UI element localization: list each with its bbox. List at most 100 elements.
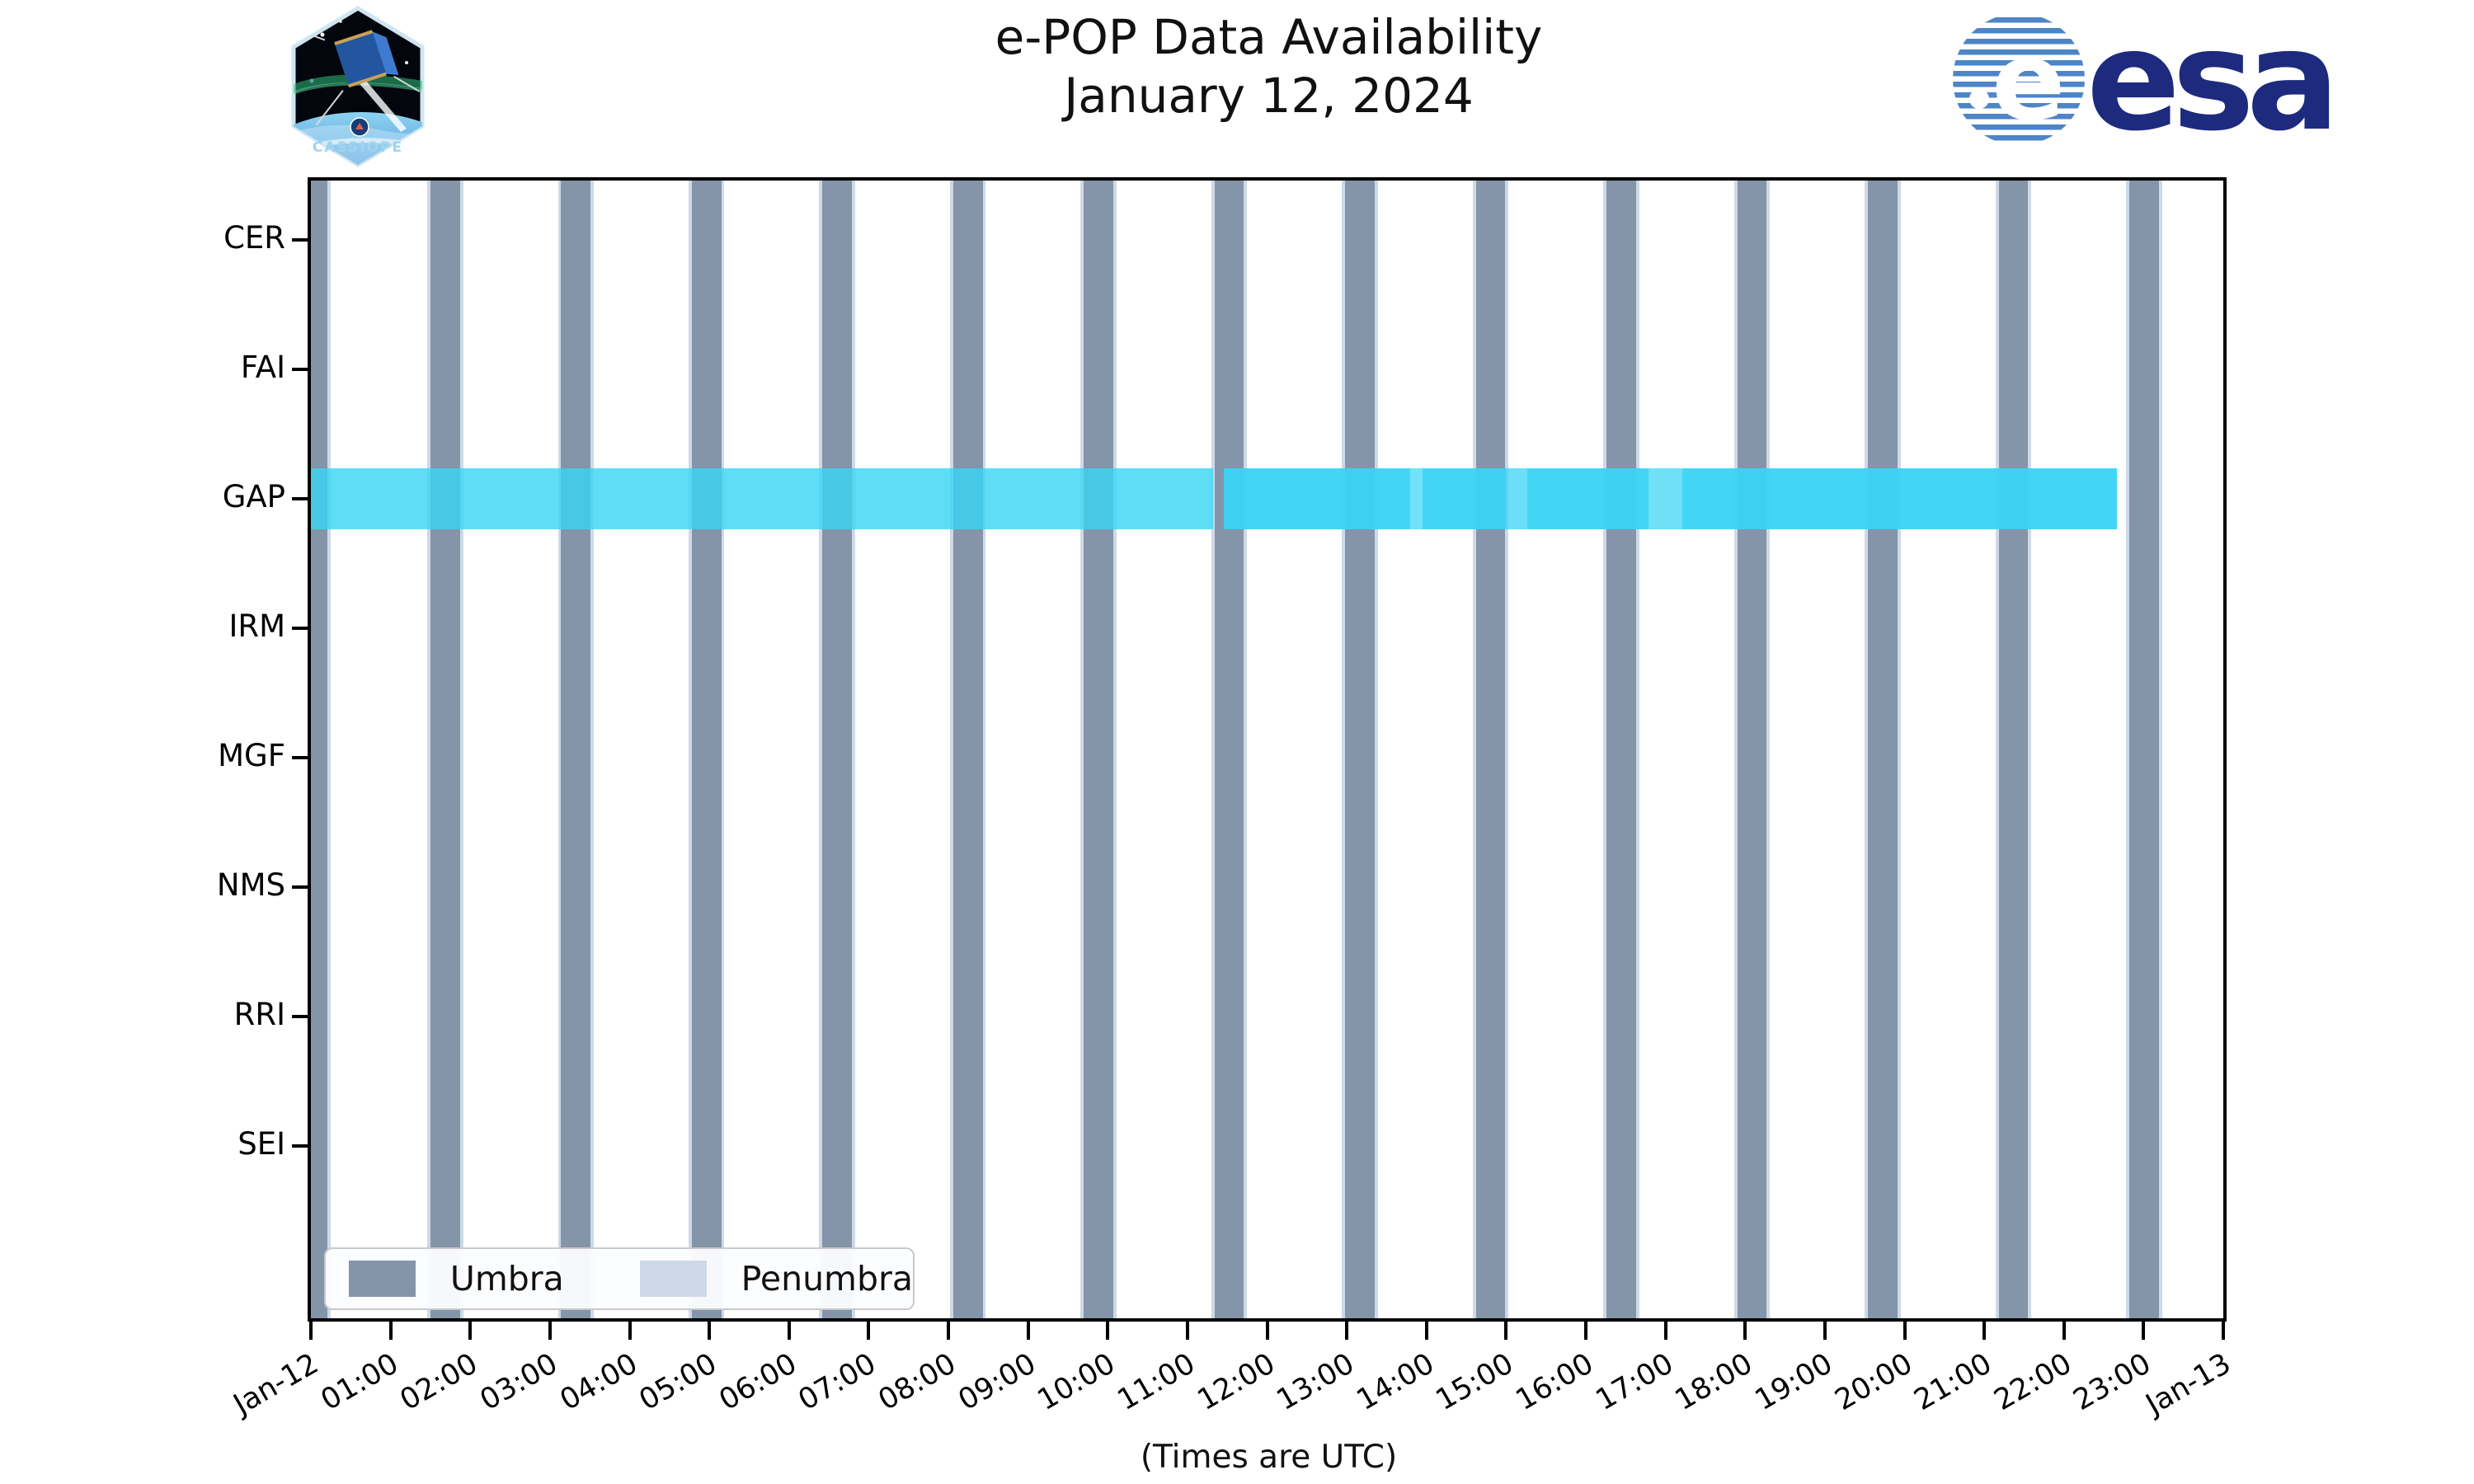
y-tick <box>292 1144 308 1148</box>
penumbra-strip <box>949 181 953 1318</box>
x-tick <box>1663 1322 1667 1340</box>
penumbra-strip <box>1113 181 1117 1318</box>
gap-availability-segment <box>1422 468 1507 529</box>
x-tick <box>1982 1322 1987 1340</box>
plot-area: Umbra Penumbra <box>308 177 2227 1322</box>
x-tick <box>2062 1322 2066 1340</box>
penumbra-strip <box>1766 181 1771 1318</box>
legend-umbra-label: Umbra <box>449 1259 564 1298</box>
x-tick <box>1743 1322 1747 1340</box>
x-tick <box>388 1322 393 1340</box>
penumbra-strip <box>1244 181 1248 1318</box>
umbra-bar <box>1606 181 1636 1318</box>
x-tick <box>947 1322 950 1340</box>
chart-title: e-POP Data Availability January 12, 2024 <box>311 8 2227 125</box>
penumbra-strip <box>327 181 332 1318</box>
penumbra-strip <box>1603 181 1607 1318</box>
penumbra-strip <box>1865 181 1869 1318</box>
y-tick <box>292 238 308 242</box>
chart-title-line2: January 12, 2024 <box>1064 67 1474 124</box>
y-tick <box>292 368 308 371</box>
y-axis-label-cer: CER <box>223 220 285 256</box>
esa-logo-icon: e esa <box>1953 0 2340 162</box>
x-tick <box>787 1322 791 1340</box>
penumbra-strip <box>982 181 986 1318</box>
x-tick <box>867 1322 871 1340</box>
x-tick <box>2222 1322 2225 1340</box>
x-tick <box>548 1322 552 1340</box>
penumbra-strip <box>590 181 594 1318</box>
x-tick <box>1265 1322 1269 1340</box>
umbra-bar <box>822 181 853 1318</box>
umbra-bar <box>1084 181 1113 1318</box>
umbra-bar <box>691 181 722 1318</box>
penumbra-strip <box>819 181 823 1318</box>
legend-penumbra-swatch <box>639 1261 707 1297</box>
penumbra-strip <box>852 181 855 1318</box>
y-axis-label-rri: RRI <box>233 997 285 1032</box>
penumbra-strip <box>2126 181 2129 1318</box>
penumbra-strip <box>1635 181 1639 1318</box>
umbra-bar <box>1475 181 1506 1318</box>
y-tick <box>292 497 308 500</box>
penumbra-strip <box>1080 181 1084 1318</box>
cassiope-logo: CASSIOPE <box>283 5 433 168</box>
umbra-bar <box>1214 181 1244 1318</box>
umbra-bar <box>311 181 328 1318</box>
svg-text:e: e <box>1992 18 2066 145</box>
x-tick <box>708 1322 712 1340</box>
y-tick <box>292 1015 308 1018</box>
penumbra-strip <box>2028 181 2032 1318</box>
y-tick <box>292 885 308 889</box>
legend-penumbra-label: Penumbra <box>741 1259 913 1298</box>
gap-availability-segment <box>1527 468 1649 529</box>
x-tick <box>1106 1322 1110 1340</box>
x-tick <box>1026 1322 1030 1340</box>
penumbra-strip <box>2158 181 2162 1318</box>
y-axis-label-gap: GAP <box>222 479 285 514</box>
x-tick <box>1584 1322 1587 1340</box>
penumbra-strip <box>1897 181 1901 1318</box>
chart-title-line1: e-POP Data Availability <box>995 9 1543 65</box>
x-tick <box>1345 1322 1349 1340</box>
legend-umbra-swatch <box>349 1261 416 1297</box>
penumbra-strip <box>459 181 463 1318</box>
y-axis-label-nms: NMS <box>216 867 285 903</box>
y-tick <box>292 627 308 630</box>
umbra-bar <box>561 181 591 1318</box>
umbra-bar <box>2128 181 2159 1318</box>
esa-wordmark: esa <box>2086 7 2331 155</box>
gap-availability-segment <box>1506 468 1528 529</box>
gap-availability-segment <box>1649 468 1682 529</box>
legend: Umbra Penumbra <box>324 1247 915 1310</box>
penumbra-strip <box>1374 181 1378 1318</box>
plot-inner: Umbra Penumbra <box>311 181 2223 1318</box>
penumbra-strip <box>1733 181 1738 1318</box>
cassiope-patch-label: CASSIOPE <box>313 139 403 156</box>
penumbra-strip <box>721 181 725 1318</box>
x-tick <box>1903 1322 1907 1340</box>
penumbra-strip <box>689 181 692 1318</box>
y-axis-label-mgf: MGF <box>218 738 285 773</box>
penumbra-strip <box>1472 181 1476 1318</box>
gap-availability-segment <box>1224 468 1411 529</box>
penumbra-strip <box>1342 181 1346 1318</box>
x-tick <box>468 1322 473 1340</box>
x-tick <box>309 1322 313 1340</box>
gap-availability-segment <box>311 468 1213 529</box>
x-tick <box>1504 1322 1508 1340</box>
umbra-bar <box>952 181 983 1318</box>
penumbra-strip <box>557 181 562 1318</box>
esa-logo: e esa <box>1946 0 2340 162</box>
penumbra-strip <box>1211 181 1215 1318</box>
x-tick <box>1424 1322 1428 1340</box>
penumbra-strip <box>1505 181 1509 1318</box>
x-tick <box>2142 1322 2146 1340</box>
penumbra-strip <box>1995 181 1999 1318</box>
x-tick <box>1185 1322 1189 1340</box>
gap-availability-segment <box>1681 468 2118 529</box>
umbra-bar <box>1868 181 1898 1318</box>
gap-availability-segment <box>1410 468 1423 529</box>
x-axis-caption: (Times are UTC) <box>1140 1439 1398 1476</box>
x-tick <box>1823 1322 1827 1340</box>
